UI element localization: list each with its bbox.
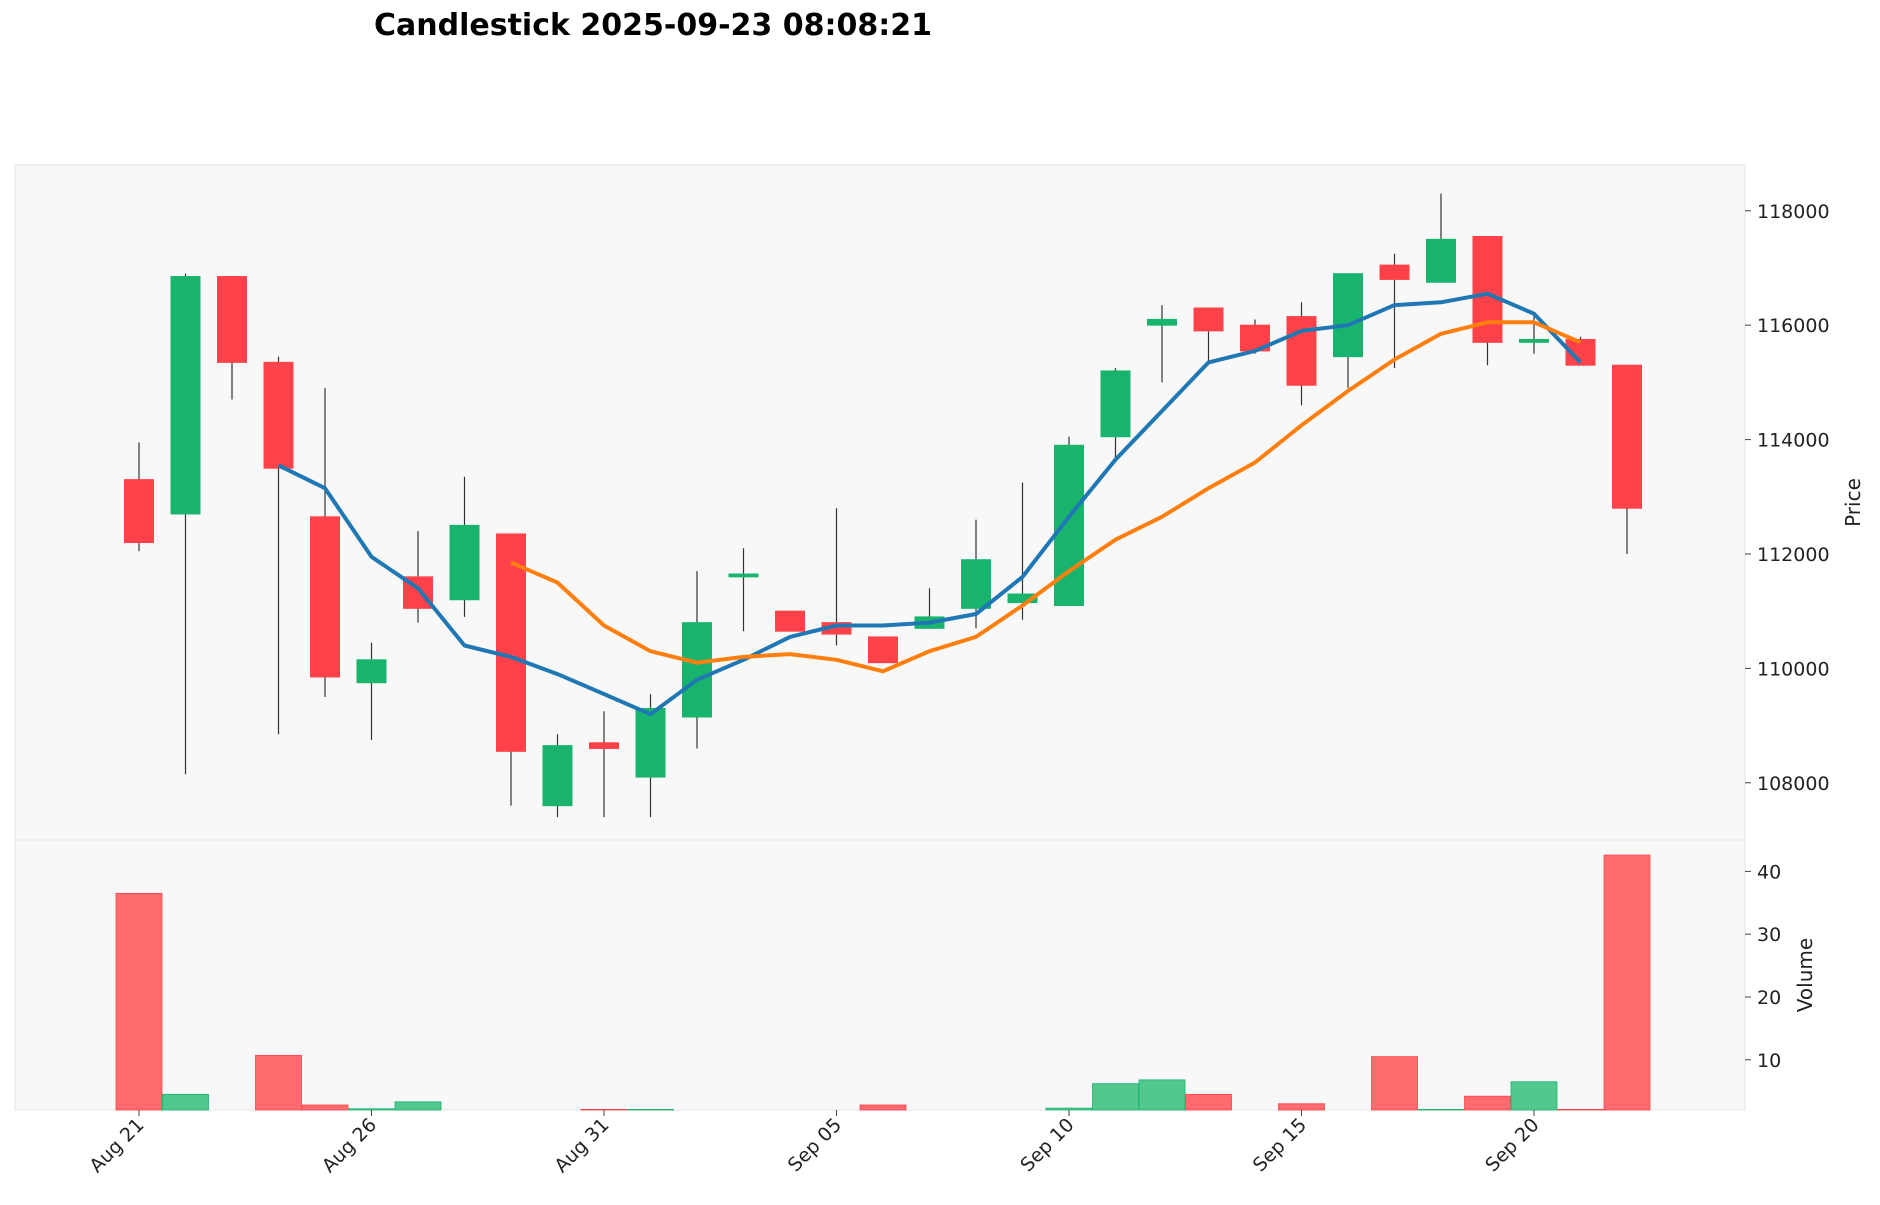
candle-down: [1612, 364, 1642, 509]
volume-bar: [1371, 1056, 1418, 1111]
candle-up: [1333, 273, 1363, 358]
candle-down: [496, 533, 526, 752]
price-axis-label: Price: [1841, 478, 1865, 527]
volume-tick-label: 10: [1757, 1050, 1781, 1072]
price-tick-label: 108000: [1757, 773, 1830, 795]
candle-down: [124, 479, 154, 544]
volume-axis-label: Volume: [1793, 938, 1817, 1012]
candle-down: [589, 742, 619, 749]
price-tick-label: 114000: [1757, 430, 1830, 452]
candle-down: [1286, 316, 1317, 386]
volume-bar: [301, 1104, 349, 1111]
candle-up: [1100, 370, 1131, 438]
candle-down: [217, 276, 247, 363]
volume-bar: [348, 1108, 395, 1111]
volume-bar: [1603, 854, 1651, 1111]
volume-bar: [394, 1101, 442, 1111]
candle-up: [682, 622, 712, 718]
volume-bar: [1138, 1079, 1186, 1111]
candle-down: [1379, 264, 1410, 280]
chart-title: Candlestick 2025-09-23 08:08:21: [374, 8, 932, 43]
candle-down: [775, 610, 805, 632]
moving-average-lines: [277, 291, 1582, 717]
candle-up: [728, 573, 759, 578]
candle-down: [868, 636, 898, 664]
candle-up: [1519, 338, 1549, 343]
candle-down: [263, 361, 294, 469]
volume-bar: [859, 1104, 907, 1111]
volume-bar: [1417, 1108, 1465, 1111]
volume-bar: [255, 1054, 302, 1111]
volume-bar: [1092, 1083, 1139, 1111]
date-tick-label: Aug 21: [85, 1114, 148, 1177]
candle-up: [1007, 593, 1038, 604]
volume-tick-label: 40: [1757, 861, 1781, 883]
volume-bar: [1510, 1081, 1558, 1111]
candle-up: [449, 524, 480, 601]
volume-bar: [1464, 1095, 1511, 1111]
date-axis: Aug 21 Aug 26 Aug 31 Sep 05 Sep 10 Sep 15 Sep …: [85, 1110, 1544, 1177]
price-tick-label: 112000: [1757, 544, 1830, 566]
price-axis: 108000 110000 112000 114000 116000 118000: [1745, 201, 1830, 795]
volume-bar: [580, 1108, 628, 1111]
date-tick-label: Aug 31: [550, 1114, 613, 1177]
candle-up: [170, 276, 201, 515]
price-tick-label: 116000: [1757, 315, 1830, 337]
candle-up: [961, 559, 991, 609]
volume-bar: [1045, 1107, 1093, 1111]
volume-axis: 10 20 30 40: [1745, 861, 1781, 1072]
price-panel: [14, 164, 1746, 841]
volume-bar: [162, 1093, 209, 1111]
candle-down: [1193, 307, 1224, 332]
candle-up: [1426, 238, 1456, 283]
date-tick-label: Sep 10: [1016, 1114, 1078, 1176]
volume-tick-label: 20: [1757, 987, 1781, 1009]
volume-bar: [115, 892, 163, 1111]
price-tick-label: 110000: [1757, 658, 1830, 680]
candle-up: [356, 659, 387, 684]
volume-tick-label: 30: [1757, 924, 1781, 946]
candle-down: [310, 516, 340, 678]
date-tick-label: Aug 26: [318, 1114, 381, 1177]
volume-bar: [627, 1108, 674, 1111]
candles: [124, 193, 1642, 818]
volume-bar: [1185, 1093, 1232, 1111]
date-tick-label: Sep 15: [1249, 1114, 1311, 1176]
long-moving-average-line: [510, 320, 1582, 674]
candle-up: [1147, 318, 1177, 326]
volume-bar: [1278, 1103, 1325, 1111]
candle-up: [635, 707, 666, 778]
short-moving-average-line: [277, 291, 1582, 717]
price-tick-label: 118000: [1757, 201, 1830, 223]
volume-panel: [14, 839, 1746, 1111]
date-tick-label: Sep 05: [784, 1114, 846, 1176]
volume-bar: [1557, 1108, 1604, 1111]
volume-bars: [115, 854, 1651, 1111]
candle-up: [1054, 444, 1084, 606]
date-tick-label: Sep 20: [1481, 1114, 1543, 1176]
candle-up: [542, 745, 573, 807]
